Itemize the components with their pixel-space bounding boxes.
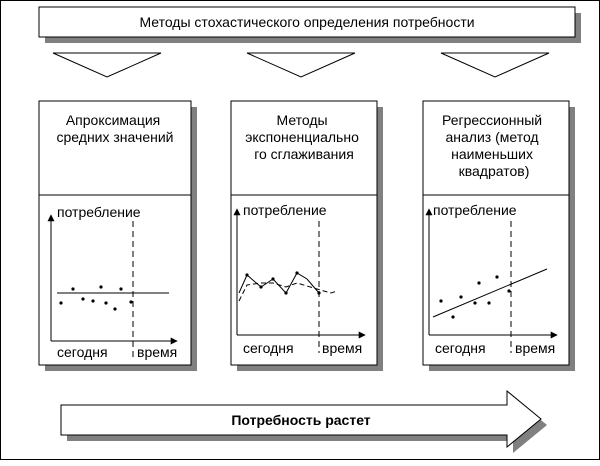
card-2-x-label-time: время (322, 340, 362, 356)
growth-arrow: Потребность растет (60, 389, 547, 453)
card-1: Апроксимация средних значений потреблени… (38, 100, 197, 371)
card-1-points (59, 285, 133, 311)
connector-arrows (52, 52, 550, 78)
card-2-x-label-today: сегодня (243, 340, 294, 356)
connector-triangle-3 (440, 52, 550, 78)
card-3-x-label-today: сегодня (435, 340, 486, 356)
card-2-y-label: потребление (243, 202, 327, 218)
card-3-title: Регрессионный анализ (метод наименьших к… (442, 112, 546, 179)
growth-arrow-label: Потребность растет (231, 412, 370, 428)
card-1-x-label-today: сегодня (57, 344, 108, 360)
card-3-y-label: потребление (433, 202, 517, 218)
card-3-x-label-time: время (515, 340, 555, 356)
card-2-actual-line (238, 272, 320, 294)
card-1-x-label-time: время (137, 344, 177, 360)
card-2-points (245, 271, 321, 295)
header-box: Методы стохастического определения потре… (38, 6, 581, 43)
card-2-title: Методы экспоненциально го сглаживания (245, 112, 363, 162)
card-1-title: Апроксимация средних значений (57, 112, 174, 145)
card-3: Регрессионный анализ (метод наименьших к… (422, 100, 575, 371)
card-2: Методы экспоненциально го сглаживания по… (230, 100, 383, 371)
card-2-smoothed-line (238, 282, 338, 302)
connector-triangle-2 (246, 52, 356, 78)
card-1-y-label: потребление (57, 204, 141, 220)
card-3-points (439, 275, 511, 319)
header-title: Методы стохастического определения потре… (139, 14, 474, 30)
card-3-regression-line (432, 268, 548, 318)
connector-triangle-1 (52, 52, 162, 78)
